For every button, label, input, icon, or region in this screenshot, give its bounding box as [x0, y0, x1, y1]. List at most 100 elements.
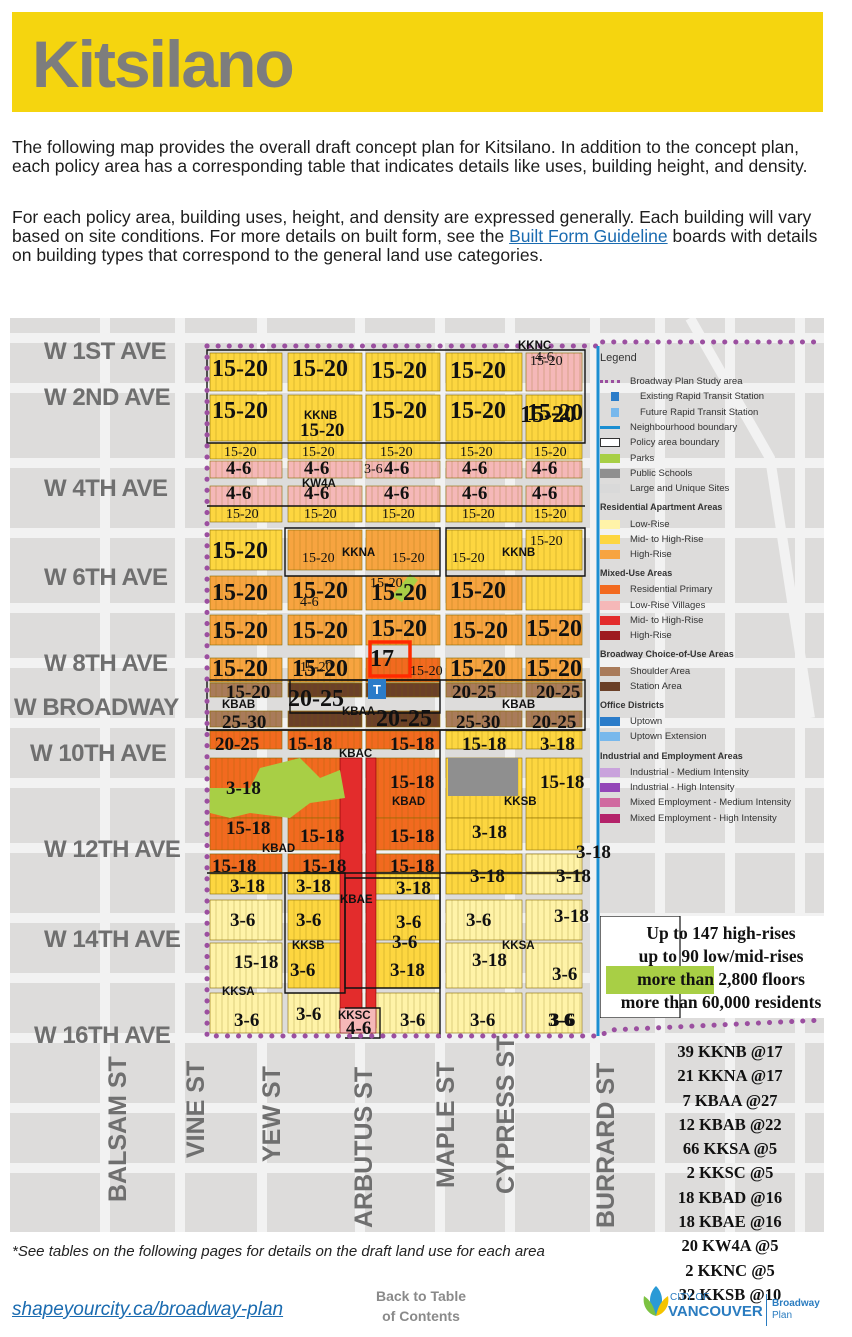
height-range-label: 15-20 — [302, 445, 335, 460]
height-range-label: 15-20 — [212, 656, 268, 682]
cross-street-label: YEW ST — [258, 1066, 286, 1162]
height-range-label: 3-18 — [576, 842, 611, 863]
height-range-label: 15-18 — [390, 826, 435, 847]
land-use-block — [287, 529, 363, 571]
intro-paragraph-2: For each policy area, building uses, hei… — [12, 208, 827, 265]
height-range-label: 15-20 — [212, 580, 268, 606]
avenue-label: W 2ND AVE — [44, 384, 171, 411]
count-item: 7 KBAA @27 — [682, 1090, 778, 1110]
rapid-transit-station-icon — [368, 679, 386, 699]
land-use-block — [525, 817, 583, 851]
height-range-label: 3-6 — [364, 462, 383, 477]
built-form-guideline-link[interactable]: Built Form Guideline — [509, 226, 668, 246]
height-range-label: 4-6 — [226, 458, 252, 479]
land-use-block — [287, 710, 363, 728]
avenue-label: W 10TH AVE — [30, 740, 167, 767]
height-range-label: 20-25 — [452, 682, 497, 703]
height-range-label: 3-6 — [296, 1004, 322, 1025]
height-range-label: 20-25 — [376, 706, 432, 732]
policy-area-code: KKNB — [502, 547, 536, 559]
public-school — [448, 758, 518, 796]
land-use-block — [445, 817, 523, 851]
legend-title: Legend — [600, 352, 637, 364]
road — [685, 318, 815, 719]
height-range-label: 4-6 — [462, 458, 488, 479]
back-to-contents-button[interactable]: Back to Table of Contents — [366, 1286, 476, 1326]
road — [795, 318, 805, 1232]
intro-paragraph-1: The following map provides the overall d… — [12, 137, 808, 176]
stat-low-mid-rises: up to 90 low/mid-rises — [638, 946, 804, 966]
legend-swatch-icon — [600, 616, 620, 625]
land-use-block — [525, 992, 583, 1034]
height-range-label: 15-18 — [212, 856, 257, 877]
height-range-label: 15-20 — [371, 358, 427, 384]
height-range-label: 3-6 — [234, 1010, 260, 1031]
policy-area-boundary — [445, 527, 586, 577]
height-range-label: 15-20 — [226, 682, 271, 703]
policy-area-code: KKSB — [292, 940, 325, 952]
height-range-label: 3-18 — [226, 778, 261, 799]
count-item: 20 KW4A @5 — [681, 1236, 779, 1256]
land-use-block — [365, 992, 441, 1034]
logo-plan: Plan — [772, 1310, 793, 1321]
legend-item: Mixed Employment - Medium Intensity — [600, 795, 824, 810]
height-range-label: 3-18 — [390, 960, 425, 981]
legend-item: Shoulder Area — [600, 663, 824, 678]
city-of-vancouver-logo: CITY OF VANCOUVER Broadway Plan — [636, 1280, 836, 1330]
land-use-block — [365, 394, 441, 442]
shapeyourcity-link[interactable]: shapeyourcity.ca/broadway-plan — [12, 1299, 284, 1320]
height-range-label: 3-18 — [472, 950, 507, 971]
land-use-block — [445, 730, 523, 750]
height-range-label: 15-20 — [371, 616, 427, 642]
road — [655, 318, 665, 1232]
height-range-label: 15-20 — [530, 354, 563, 369]
legend-swatch-icon — [611, 392, 619, 402]
legend-section-title: Office Districts — [600, 700, 665, 711]
legend-swatch-icon — [600, 519, 620, 529]
avenue-label: W 8TH AVE — [44, 650, 168, 677]
height-range-label: 4-6 — [300, 595, 319, 610]
height-range-label: 3-18 — [396, 878, 431, 899]
legend-section-title: Mixed-Use Areas — [600, 568, 673, 579]
height-range-label: 15-20 — [292, 356, 348, 382]
height-range-label: 15-18 — [390, 772, 435, 793]
land-use-block — [365, 352, 441, 392]
legend-swatch-icon — [600, 813, 620, 823]
intro-text: For each policy area, building uses, hei… — [12, 207, 812, 246]
station-marker-label: T — [373, 682, 381, 697]
legend-swatch-icon — [600, 631, 620, 641]
policy-area-code: KKNB — [304, 410, 338, 422]
height-range-label: 15-20 — [527, 400, 583, 426]
height-range-label: 25-30 — [222, 712, 267, 733]
footnote: *See tables on the following pages for d… — [12, 1243, 545, 1260]
avenue-label: W 1ST AVE — [44, 338, 167, 365]
legend-item: Broadway Plan Study area — [600, 374, 824, 389]
height-range-label: 20-25 — [532, 712, 577, 733]
count-item: 2 KKSC @5 — [686, 1163, 774, 1183]
low-rise-village — [339, 1007, 377, 1034]
height-range-label: 15-20 — [212, 398, 268, 424]
height-range-label: 15-18 — [302, 856, 347, 877]
legend-swatch-icon — [600, 380, 620, 384]
road — [10, 1163, 824, 1173]
height-range-label: 15-20 — [392, 551, 425, 566]
park — [210, 758, 345, 818]
height-range-label: 15-18 — [390, 856, 435, 877]
legend-swatch-icon — [611, 407, 619, 417]
land-use-block — [445, 682, 523, 698]
legend-swatch-icon — [600, 732, 620, 742]
height-range-label: 15-20 — [520, 402, 576, 428]
avenue-label: W BROADWAY — [14, 694, 179, 721]
study-area-boundary — [204, 339, 824, 349]
height-range-label: 15-20 — [534, 507, 567, 522]
avenue-label: W 16TH AVE — [34, 1022, 171, 1049]
legend-section-title: Broadway Choice-of-Use Areas — [600, 649, 734, 660]
height-range-label: 15-20 — [226, 507, 259, 522]
height-range-label: 15-20 — [371, 398, 427, 424]
height-range-label: 3-6 — [400, 1010, 426, 1031]
height-range-label: 15-20 — [292, 578, 348, 604]
land-use-block — [445, 575, 523, 611]
avenue-label: W 14TH AVE — [44, 926, 181, 953]
height-range-label: 4-6 — [346, 1018, 372, 1039]
legend-item: Parks — [600, 450, 824, 465]
